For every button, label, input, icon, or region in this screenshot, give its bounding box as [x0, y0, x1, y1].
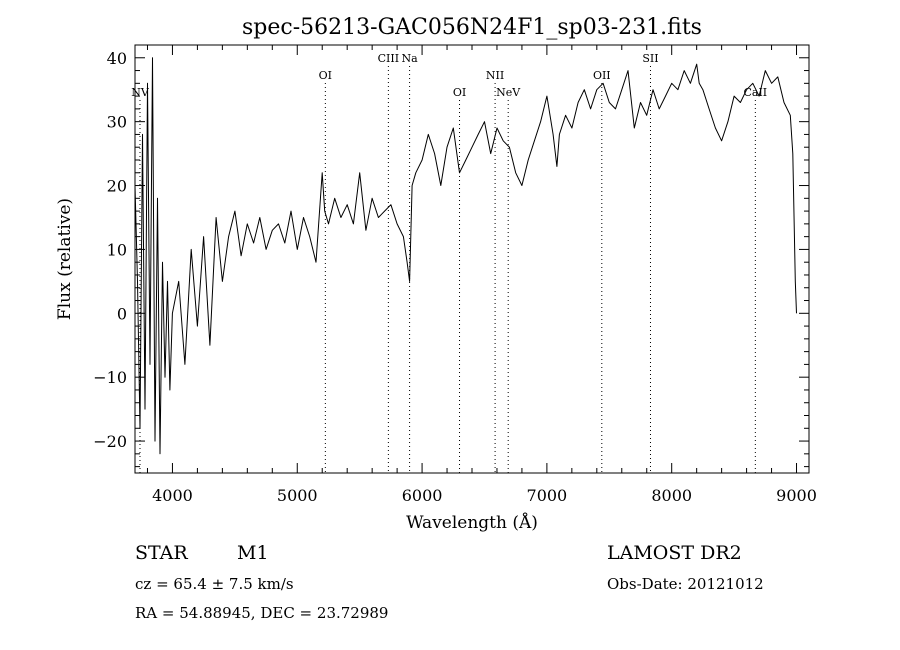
redshift-text: cz = 65.4 ± 7.5 km/s [135, 575, 294, 593]
y-tick-label: 20 [107, 177, 127, 196]
object-class: STAR [135, 542, 188, 564]
x-tick-label: 6000 [402, 486, 443, 505]
x-tick-label: 9000 [776, 486, 817, 505]
x-tick-label: 7000 [527, 486, 568, 505]
line-marker-label-2: CIII [378, 52, 399, 65]
y-tick-label: 40 [107, 49, 127, 68]
series-layer [134, 57, 797, 455]
chart-title: spec-56213-GAC056N24F1_sp03-231.fits [242, 15, 702, 40]
line-marker-label-3: Na [401, 52, 418, 65]
line-marker-label-1: OI [319, 69, 332, 82]
y-tick-label: 30 [107, 113, 127, 132]
object-subclass: M1 [237, 542, 269, 564]
line-marker-label-7: OII [593, 69, 611, 82]
x-tick-label: 4000 [152, 486, 193, 505]
spectrum-series-line-0 [134, 57, 797, 455]
y-tick-label: −20 [93, 432, 127, 451]
y-tick-label: 0 [117, 304, 127, 323]
coordinates-text: RA = 54.88945, DEC = 23.72989 [135, 604, 388, 622]
observation-date: Obs-Date: 20121012 [607, 575, 764, 593]
line-marker-label-6: NeV [496, 86, 521, 99]
x-axis-ticks: 4000 5000 6000 7000 8000 9000 [146, 45, 817, 505]
x-tick-label: 5000 [277, 486, 318, 505]
line-marker-label-4: OI [453, 86, 466, 99]
x-tick-label: 8000 [651, 486, 692, 505]
plot-frame [134, 44, 810, 474]
y-axis-label: Flux (relative) [55, 198, 75, 320]
y-tick-label: 10 [107, 240, 127, 259]
y-axis-ticks: −20 −10 0 10 20 30 40 [93, 44, 809, 468]
survey-name: LAMOST DR2 [607, 542, 742, 564]
y-tick-label: −10 [93, 368, 127, 387]
line-marker-label-5: NII [486, 69, 504, 82]
line-marker-label-8: SII [642, 52, 658, 65]
x-axis-label: Wavelength (Å) [406, 512, 538, 533]
